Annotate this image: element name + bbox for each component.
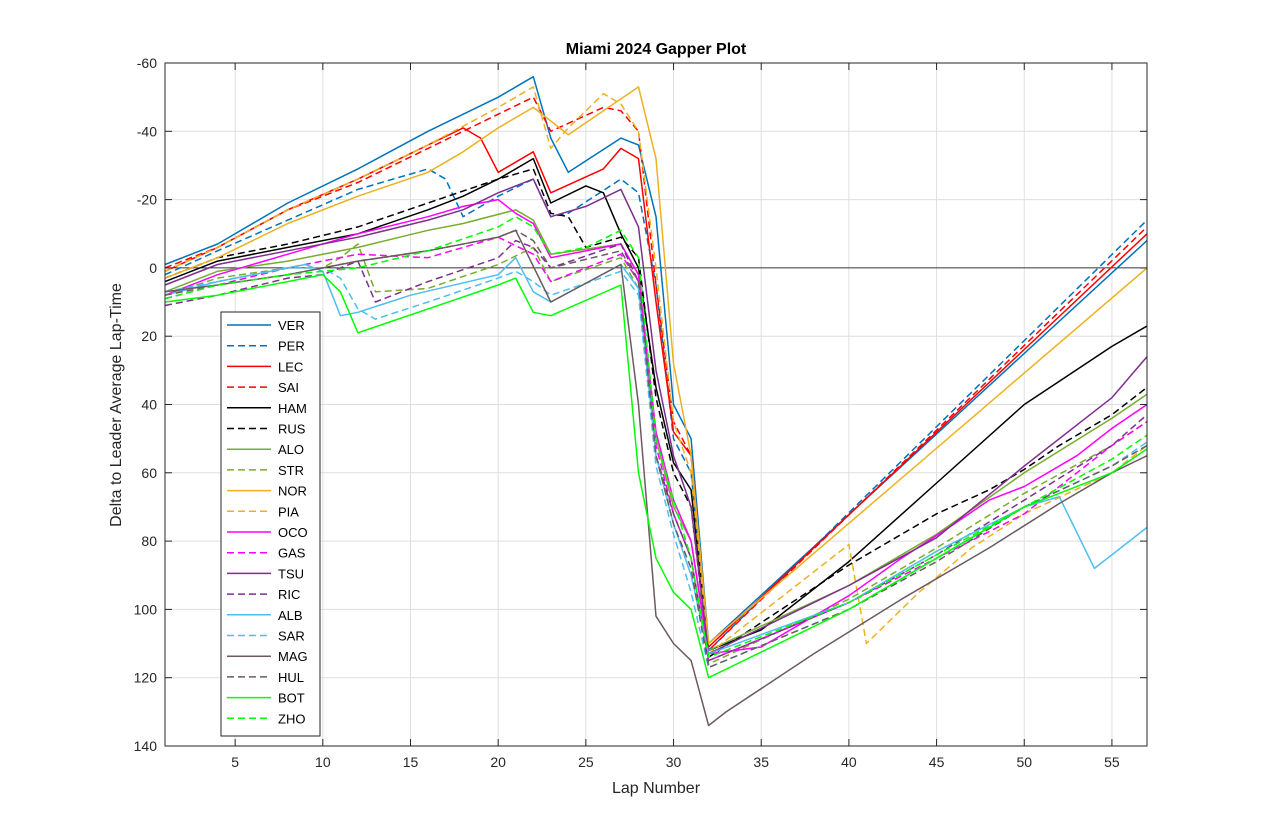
series-line-pia [164,86,1148,655]
legend-box [220,311,321,737]
legend-label-pia: PIA [278,504,299,519]
x-tick-label: 15 [403,754,419,770]
legend-label-oco: OCO [278,525,308,540]
x-tick-label: 30 [666,754,682,770]
y-tick-label: 60 [141,465,157,481]
axes: 5 10 15 20 25 30 35 40 45 50 55 -60 -40 -20 0 20 40 60 80 1… [134,55,1148,770]
legend-label-alb: ALB [278,608,303,623]
x-tick-label: 20 [490,754,506,770]
x-tick-label: 45 [929,754,945,770]
y-tick-label: -40 [137,123,157,139]
legend-label-tsu: TSU [278,566,304,581]
x-tick-label: 10 [315,754,331,770]
y-tick-label: 20 [141,328,157,344]
legend-label-nor: NOR [278,484,307,499]
y-tick-label: 140 [134,738,158,754]
x-tick-label: 50 [1016,754,1032,770]
y-tick-label: 40 [141,397,157,413]
legend-label-zho: ZHO [278,711,305,726]
legend-label-ver: VER [278,318,305,333]
legend-label-sai: SAI [278,380,299,395]
series-line-ric [164,239,1148,662]
y-tick-label: -60 [137,55,157,71]
y-tick-label: 100 [134,601,158,617]
y-tick-label: 0 [149,260,157,276]
y-axis-label: Delta to Leader Average Lap-Time [108,283,125,527]
legend-label-sar: SAR [278,629,305,644]
series-line-sai [164,96,1148,652]
legend-label-hul: HUL [278,670,304,685]
x-tick-label: 5 [231,754,239,770]
legend-label-lec: LEC [278,359,303,374]
chart-title: Miami 2024 Gapper Plot [566,41,747,58]
x-tick-label: 40 [841,754,857,770]
y-tick-label: 80 [141,533,157,549]
x-tick-label: 35 [753,754,769,770]
series-line-ver [164,75,1148,645]
series-line-nor [164,86,1148,645]
series-line-hul [164,229,1148,669]
legend-label-ric: RIC [278,587,300,602]
series-line-mag [164,229,1148,727]
legend-label-per: PER [278,339,305,354]
legend: VER PER LEC SAI HAM RUS ALO STR NOR PIA OCO GAS TSU R… [220,311,321,737]
y-tick-label: -20 [137,192,157,208]
series-line-ham [164,157,1148,652]
legend-label-mag: MAG [278,649,308,664]
series-line-str [164,243,1148,665]
legend-label-rus: RUS [278,422,306,437]
legend-label-ham: HAM [278,401,307,416]
legend-label-str: STR [278,463,304,478]
series-line-bot [164,273,1148,679]
x-axis-label: Lap Number [612,780,701,797]
x-tick-label: 25 [578,754,594,770]
legend-label-gas: GAS [278,546,306,561]
legend-label-bot: BOT [278,691,305,706]
legend-label-alo: ALO [278,442,304,457]
x-tick-label: 55 [1104,754,1120,770]
y-tick-label: 120 [134,670,158,686]
series-line-zho [164,215,1148,658]
series-line-tsu [164,178,1148,655]
series-lines [164,75,1148,727]
